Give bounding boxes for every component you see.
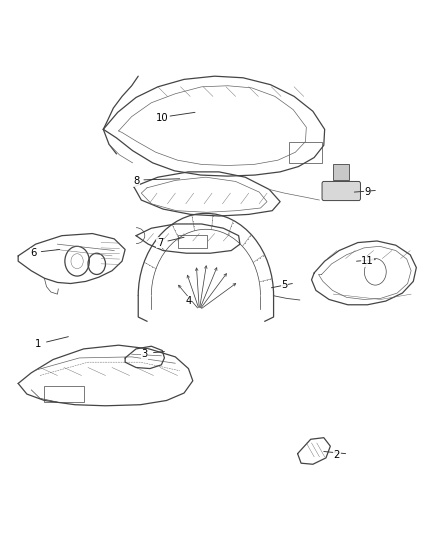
Text: 5: 5	[281, 280, 288, 290]
Text: 4: 4	[185, 296, 191, 306]
Text: 8: 8	[133, 176, 139, 187]
Bar	[177, 235, 207, 248]
Text: 2: 2	[334, 450, 340, 460]
Bar	[332, 165, 349, 180]
Bar	[289, 142, 321, 163]
Text: 10: 10	[156, 112, 169, 123]
Text: 3: 3	[141, 349, 148, 359]
Text: 6: 6	[30, 248, 37, 258]
Bar	[44, 386, 84, 402]
Text: 9: 9	[364, 187, 371, 197]
FancyBboxPatch shape	[322, 181, 360, 200]
Text: 7: 7	[157, 238, 163, 247]
Text: 11: 11	[361, 256, 374, 266]
Text: 1: 1	[35, 338, 41, 349]
